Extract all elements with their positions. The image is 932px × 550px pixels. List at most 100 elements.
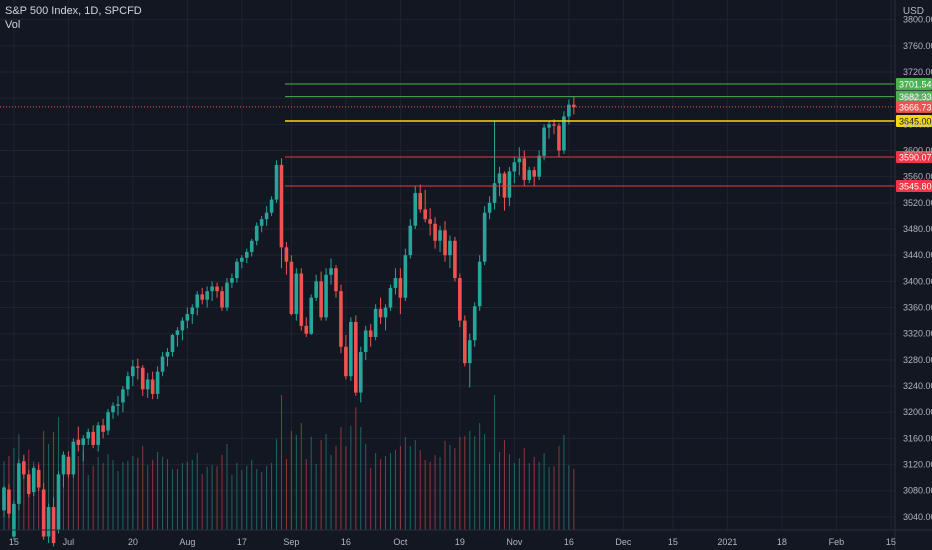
volume-bar (206, 466, 208, 530)
price-tick-label: 3120.00 (903, 460, 932, 470)
time-axis[interactable]: 15 Jul 20 Aug 17 Sep 16 Oct 19 Nov 16 Dec 15 2021 18 Fe… (0, 529, 932, 547)
candle-body (210, 286, 214, 292)
volume-bar (389, 453, 391, 530)
candle-body (487, 202, 492, 213)
price-tick-label: 3520.00 (903, 198, 932, 208)
volume-bar (280, 395, 282, 530)
level-price-tag[interactable] (896, 115, 932, 128)
candle-body (448, 240, 452, 256)
candle-body (547, 124, 551, 128)
price-tick-label: 3560.00 (903, 172, 932, 182)
volume-bar (543, 453, 545, 530)
currency-label: USD (902, 6, 924, 17)
volume-bar (444, 440, 446, 530)
time-tick-label: Aug (179, 537, 195, 547)
candle-body (463, 320, 467, 364)
price-tick-label: 3160.00 (903, 433, 932, 443)
price-axis[interactable]: 3040.00 3080.00 3120.00 3160.00 3200.00 3240.… (894, 0, 932, 550)
level-price-label: 3590.07 (899, 152, 932, 162)
candle-body (190, 307, 195, 315)
volume-bar (13, 448, 15, 530)
level-price-tag[interactable] (896, 90, 932, 103)
volume-bar (434, 455, 436, 530)
volume-bar (261, 472, 263, 530)
volume-bar (53, 432, 55, 530)
level-price-tag[interactable] (896, 179, 932, 192)
volume-bar (479, 423, 481, 530)
candle-body (140, 367, 145, 390)
volume-bar (152, 459, 154, 530)
volume-bar (355, 407, 357, 530)
volume-bar (216, 466, 218, 530)
volume-bar (191, 460, 193, 530)
volume-bar (449, 445, 451, 530)
time-tick-label: Dec (615, 537, 632, 547)
candle-body (7, 489, 11, 514)
level-price-label: 3682.33 (899, 92, 932, 102)
volume-bar (112, 460, 114, 530)
candle-body (458, 278, 462, 321)
candle-body (91, 431, 95, 445)
volume-bar (419, 450, 421, 530)
volume-bar (171, 469, 173, 530)
volume-bar (489, 464, 491, 530)
volume-bar (499, 452, 500, 530)
volume-bar (538, 462, 540, 530)
candle-body (235, 261, 239, 279)
candle-body (41, 489, 46, 537)
volume-bar (573, 468, 575, 530)
volume-bar (300, 423, 302, 530)
volume-bar (360, 427, 362, 530)
volume-bar (221, 454, 223, 530)
volume-bar (459, 436, 461, 530)
level-price-tag[interactable] (896, 150, 932, 163)
symbol-title[interactable]: S&P 500 Index, 1D, SPCFD (5, 5, 142, 17)
volume-bar (132, 456, 134, 530)
volume-bar (503, 440, 505, 530)
volume-bar (72, 446, 74, 530)
volume-bar (107, 454, 109, 530)
volume-bar (404, 437, 406, 530)
candle-body (309, 297, 314, 334)
candle-body (542, 127, 546, 156)
volume-bar (142, 445, 144, 530)
volume-bar (370, 468, 372, 530)
candle-body (12, 503, 16, 537)
candle-body (126, 376, 130, 390)
volume-bar (266, 466, 268, 530)
volume-label[interactable]: Vol (5, 19, 21, 31)
volume-bar (226, 444, 228, 530)
candle-body (294, 273, 299, 315)
volume-bar (335, 446, 337, 530)
level-price-tag[interactable] (896, 78, 932, 91)
time-tick-label: Nov (506, 537, 523, 547)
candle-body (472, 306, 477, 341)
candle-body (17, 463, 21, 504)
time-tick-label: 15 (886, 537, 896, 547)
candle-body (36, 469, 41, 488)
volume-bar (513, 463, 515, 530)
candle-body (467, 340, 472, 364)
level-price-tag[interactable] (896, 100, 932, 113)
candle-body (22, 461, 26, 475)
volume-bar (523, 448, 525, 530)
candle-body (61, 454, 66, 475)
time-tick-label: Feb (829, 537, 845, 547)
candle-body (244, 251, 249, 258)
level-price-label: 3666.73 (899, 102, 932, 112)
volume-bars (3, 395, 575, 530)
volume-bar (162, 456, 164, 530)
candle-body (220, 291, 224, 308)
volume-bar (365, 443, 367, 530)
volume-bar (290, 430, 292, 530)
price-tick-label: 3200.00 (903, 407, 932, 417)
volume-bar (167, 459, 169, 530)
volume-bar (285, 459, 287, 530)
price-tick-label: 3640.00 (903, 119, 932, 129)
candle-body (354, 321, 358, 393)
volume-bar (87, 475, 89, 530)
legend: S&P 500 Index, 1D, SPCFD Vol (5, 4, 142, 32)
